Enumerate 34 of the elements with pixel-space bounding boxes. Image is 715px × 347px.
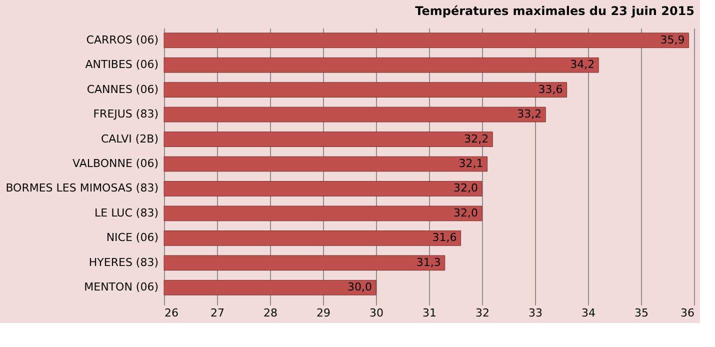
y-tick-label: HYERES (83): [88, 256, 158, 269]
y-tick-label: LE LUC (83): [94, 206, 158, 220]
x-tick-label: 31: [422, 306, 436, 320]
y-tick-label: CARROS (06): [86, 33, 158, 46]
x-tick-label: 27: [210, 306, 224, 320]
data-label: 35,9: [660, 33, 685, 46]
data-label: 30,0: [348, 280, 372, 294]
data-label: 32,0: [454, 206, 478, 220]
y-tick-label: ANTIBES (06): [85, 58, 158, 72]
x-tick-label: 29: [316, 306, 330, 320]
data-label: 32,2: [464, 132, 489, 146]
y-tick-label: NICE (06): [106, 231, 158, 244]
x-tick-label: 33: [528, 306, 542, 320]
x-tick-label: 32: [476, 306, 490, 320]
x-tick-label: 34: [582, 306, 596, 320]
y-tick-label: FREJUS (83): [93, 108, 158, 121]
x-tick-label: 26: [164, 306, 178, 320]
x-tick-label: 28: [264, 306, 278, 320]
chart-title: Températures maximales du 23 juin 2015: [415, 4, 694, 18]
y-tick-label: MENTON (06): [84, 280, 158, 294]
y-tick-label: VALBONNE (06): [72, 157, 158, 170]
y-tick-label: CANNES (06): [86, 82, 158, 96]
y-tick-label: BORMES LES MIMOSAS (83): [6, 182, 158, 195]
y-tick-label: CALVI (2B): [100, 132, 158, 146]
data-label: 32,0: [454, 182, 478, 195]
x-tick-label: 30: [370, 306, 384, 320]
data-label: 34,2: [570, 58, 595, 72]
x-tick-label: 36: [680, 306, 694, 320]
data-label: 33,2: [517, 108, 542, 121]
data-label: 31,6: [432, 231, 457, 244]
x-tick-label: 35: [634, 306, 648, 320]
data-label: 31,3: [416, 256, 441, 269]
data-label: 33,6: [538, 82, 563, 96]
data-label: 32,1: [458, 157, 484, 170]
